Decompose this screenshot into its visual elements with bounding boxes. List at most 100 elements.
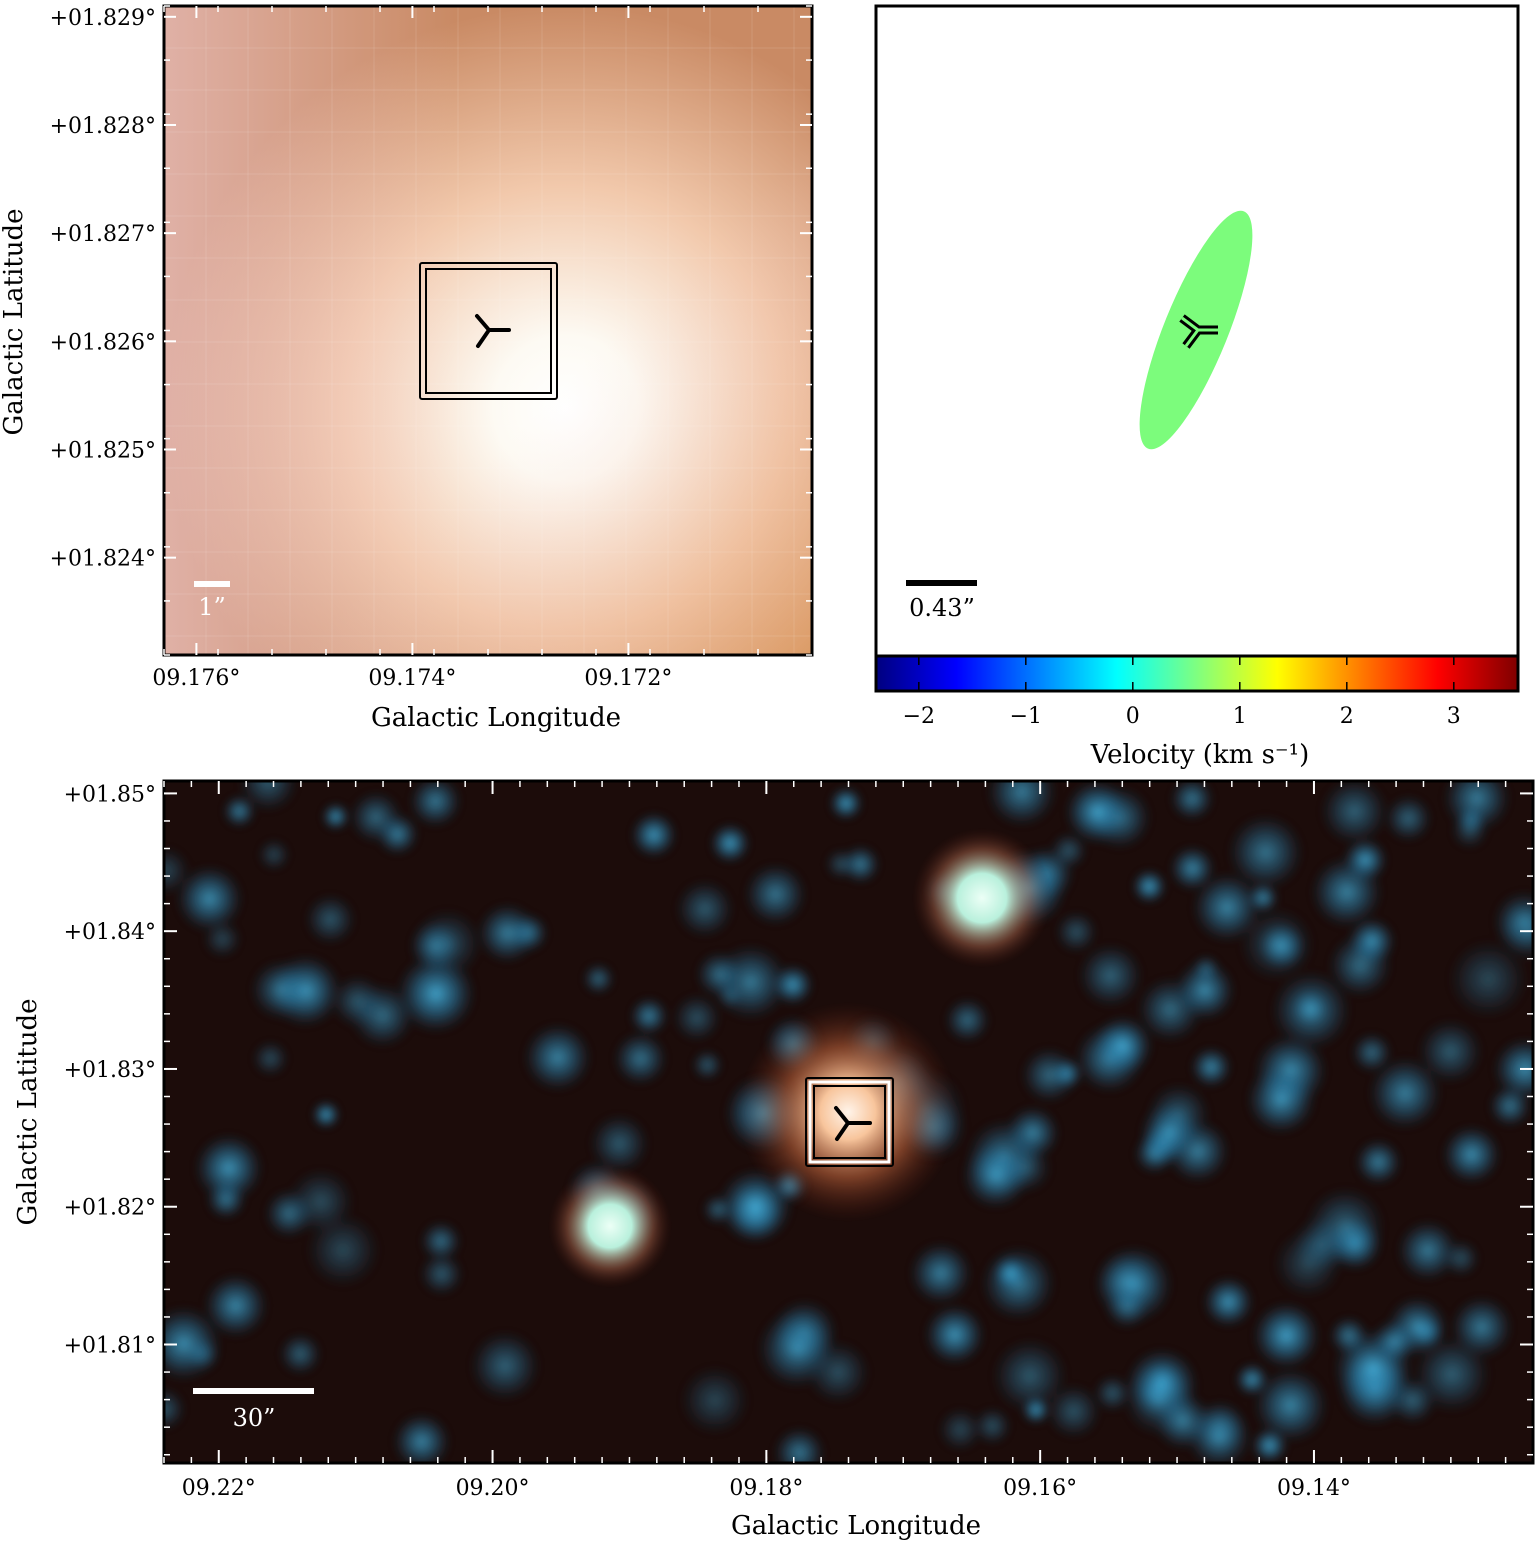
colorbar: −2 −1 0 1 2 3 Velocity (km s⁻¹) (874, 654, 1520, 770)
field-star (1493, 1037, 1533, 1101)
field-star (924, 1304, 985, 1366)
bright-source-upper (912, 828, 1052, 968)
panel-top-right: 0.43” −2 −1 0 1 2 3 Velocity (km s⁻¹) (874, 4, 1520, 770)
tri-star-icon (475, 314, 511, 348)
field-star (1105, 1285, 1149, 1330)
field-star (613, 1031, 668, 1086)
field-star (1191, 872, 1263, 943)
colorbar-tick-label: −1 (1010, 704, 1042, 729)
field-star (1271, 970, 1351, 1051)
field-star (1450, 811, 1489, 850)
panel-bottom: 09.22° 09.20° 09.18° 09.16° 09.14° +01.85°+0… (13, 779, 1535, 1541)
field-star (944, 997, 991, 1043)
field-star (1251, 1427, 1288, 1463)
field-star (164, 1387, 186, 1431)
y-tick-labels: +01.85° +01.84° +01.83° +01.82° +01.81° (64, 782, 156, 1358)
field-star (1246, 1064, 1316, 1135)
field-star (1329, 1316, 1369, 1356)
source-marker (805, 1077, 894, 1167)
colorbar-gradient (874, 654, 1520, 693)
field-star (304, 894, 356, 945)
field-star (1174, 960, 1236, 1021)
x-tick-label: 09.14° (1277, 1476, 1351, 1501)
field-star (582, 962, 615, 995)
field-star (1442, 1239, 1480, 1277)
x-tick-labels: 09.176° 09.174° 09.172° (152, 666, 672, 691)
y-tick-label: +01.85° (64, 782, 156, 807)
field-star (772, 964, 814, 1006)
field-star (1412, 1335, 1491, 1414)
scale-bar-label: 0.43” (909, 594, 975, 622)
field-star (1239, 906, 1315, 982)
field-star (1355, 1138, 1402, 1186)
field-star (1227, 814, 1304, 891)
y-tick-label: +01.825° (50, 438, 156, 463)
field-star (1351, 1032, 1392, 1073)
x-axis-label: Galactic Longitude (731, 1511, 981, 1541)
y-tick-label: +01.827° (50, 222, 156, 247)
field-star (986, 781, 1057, 827)
y-tick-label: +01.824° (50, 547, 156, 572)
field-star (1169, 845, 1215, 891)
field-star (773, 1427, 825, 1463)
field-star (311, 1100, 341, 1129)
field-star (589, 1113, 650, 1174)
ticks (163, 781, 1533, 1463)
field-star (203, 1273, 268, 1338)
field-star (1310, 856, 1383, 929)
field-star (523, 1023, 592, 1092)
x-tick-label: 09.174° (368, 666, 456, 691)
x-tick-label: 09.16° (1003, 1476, 1077, 1501)
field-star (1488, 1084, 1532, 1128)
field-star (1021, 1046, 1078, 1104)
y-axis-label: Galactic Latitude (13, 999, 43, 1226)
field-star (350, 983, 415, 1048)
colorbar-tick-label: 3 (1447, 704, 1461, 729)
x-tick-label: 09.176° (152, 666, 240, 691)
x-tick-labels: 09.22° 09.20° 09.18° 09.16° 09.14° (182, 1476, 1351, 1501)
field-star (194, 1133, 264, 1203)
field-star (1252, 1367, 1329, 1443)
field-star (1202, 1276, 1254, 1328)
x-tick-label: 09.20° (456, 1476, 530, 1501)
field-star (973, 1407, 1012, 1445)
field-star (409, 920, 461, 972)
field-star (702, 1194, 734, 1225)
field-star (392, 1412, 451, 1463)
y-tick-label: +01.826° (50, 330, 156, 355)
y-tick-label: +01.829° (50, 6, 156, 31)
field-star (715, 981, 745, 1010)
field-star (1190, 1046, 1232, 1088)
field-star (825, 848, 857, 880)
field-star (420, 1220, 462, 1262)
field-star (1154, 1392, 1212, 1450)
y-axis-label: Galactic Latitude (0, 209, 29, 436)
bright-source-left (548, 1164, 672, 1288)
field-star (991, 1337, 1068, 1414)
field-star (164, 1306, 222, 1382)
x-axis-label: Galactic Longitude (371, 703, 621, 733)
field-star (1384, 794, 1432, 842)
field-star (1001, 1142, 1052, 1194)
field-star (1371, 1318, 1418, 1365)
field-star (757, 1309, 837, 1389)
pixel-grid (164, 6, 812, 655)
y-tick-label: +01.81° (64, 1334, 156, 1359)
field-star (938, 1407, 983, 1452)
ticks (163, 5, 812, 656)
field-star (709, 823, 751, 864)
tri-star-icon (834, 1106, 872, 1141)
field-star (321, 802, 350, 831)
field-star (420, 1252, 464, 1296)
y-tick-labels: +01.829° +01.828° +01.827° +01.826° +01.825°… (50, 6, 156, 572)
panel-top-left: 09.176° 09.174° 09.172° +01.829°+01.828°+0… (0, 4, 814, 733)
field-star (469, 1330, 541, 1401)
field-star (829, 786, 863, 821)
field-star (1417, 1019, 1483, 1084)
field-star (1132, 869, 1167, 904)
scale-bar-label: 30” (233, 1404, 276, 1432)
field-star (1273, 1229, 1343, 1299)
x-tick-label: 09.22° (182, 1476, 256, 1501)
field-star (279, 1332, 322, 1376)
